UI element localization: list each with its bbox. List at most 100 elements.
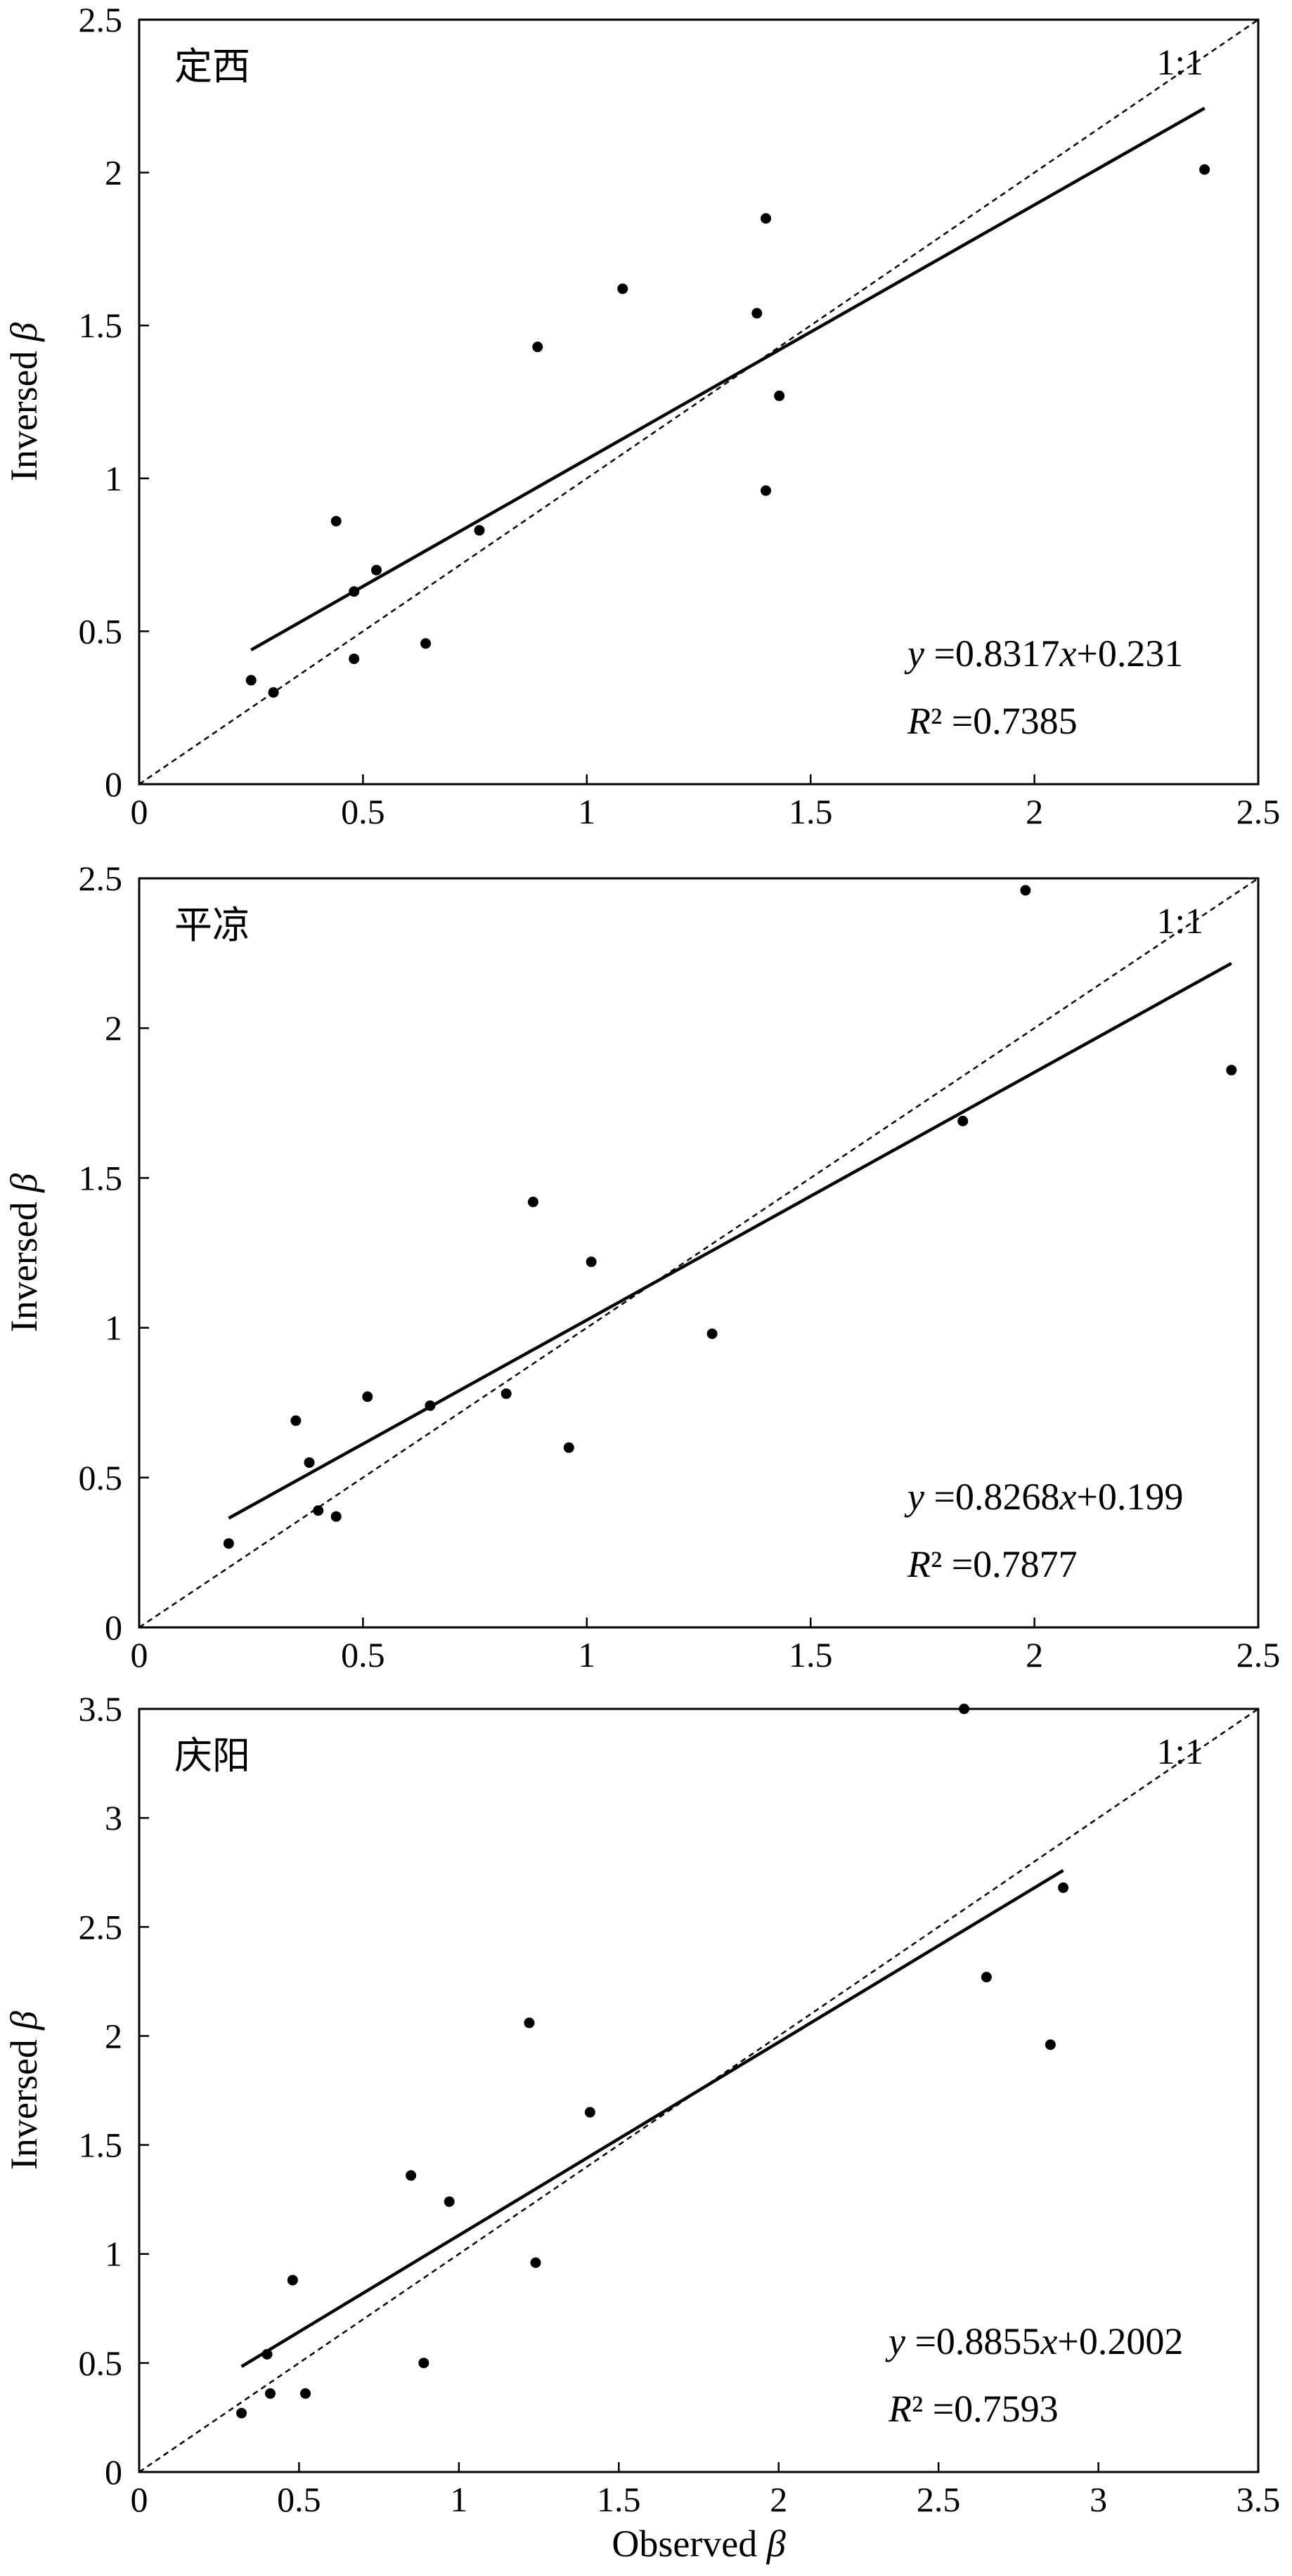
plot-frame (138, 18, 1260, 786)
data-point (532, 341, 543, 353)
y-tick-label: 2.5 (79, 0, 123, 39)
data-point (425, 1400, 436, 1411)
data-point (223, 1538, 234, 1549)
x-tick-label: 0 (131, 1635, 148, 1674)
x-tick-label: 0 (131, 792, 148, 831)
fit-line (228, 961, 1232, 1520)
panel-label: 平凉 (174, 904, 250, 947)
data-point (264, 2388, 276, 2399)
x-tick-label: 3.5 (1236, 2480, 1281, 2519)
panel-label: 定西 (174, 46, 250, 88)
data-point (530, 2257, 541, 2268)
y-tick-label: 1.5 (79, 1158, 123, 1197)
fit-equation: y =0.8268x+0.199 (904, 1476, 1183, 1518)
y-tick-label: 2 (105, 1008, 122, 1048)
y-tick-label: 3.5 (79, 1689, 123, 1729)
plot-frame (138, 877, 1260, 1629)
data-point (1020, 885, 1031, 896)
data-point (371, 564, 382, 575)
x-tick-label: 1.5 (789, 1635, 833, 1674)
data-point (330, 516, 342, 527)
x-tick-label: 1 (450, 2480, 467, 2519)
x-tick-label: 1 (578, 792, 595, 831)
data-point (500, 1388, 512, 1399)
data-point (245, 675, 257, 686)
data-point (1058, 1882, 1069, 1893)
y-tick-label: 0.5 (79, 611, 123, 651)
r-squared: R² =0.7877 (907, 1543, 1078, 1585)
x-tick-label: 2 (1026, 792, 1043, 831)
x-axis-label: Observed β (612, 2523, 785, 2565)
data-point (300, 2388, 311, 2399)
data-point (774, 390, 785, 401)
chart-panel-1: 0 0.5 1 1.5 2 2.5 0 0.5 1 1.5 2 2.5 Inversed β 定西 1:1 y… (3, 0, 1280, 831)
data-point (268, 687, 279, 698)
data-point (981, 1972, 992, 1983)
x-tick-label: 2 (1026, 1635, 1043, 1674)
fit-equation: y =0.8855x+0.2002 (885, 2320, 1183, 2362)
panel-label: 庆阳 (174, 1735, 250, 1777)
r-squared: R² =0.7593 (888, 2388, 1059, 2430)
x-tick-label: 0 (131, 2480, 148, 2519)
identity-label: 1:1 (1157, 1732, 1203, 1772)
x-tick-label: 1.5 (597, 2480, 641, 2519)
data-point (349, 586, 360, 597)
y-tick-label: 0 (105, 2452, 122, 2492)
data-point (751, 308, 763, 319)
data-point (524, 2017, 535, 2029)
data-point (761, 213, 772, 224)
data-point (761, 485, 772, 496)
y-tick-label: 0 (105, 765, 122, 804)
x-tick-label: 2.5 (1236, 792, 1281, 831)
identity-line (138, 877, 1259, 1629)
identity-label: 1:1 (1157, 43, 1203, 83)
y-tick-label: 2 (105, 153, 122, 193)
x-tick-label: 3 (1090, 2480, 1107, 2519)
x-tick-label: 0.5 (341, 1635, 385, 1674)
data-point (313, 1505, 324, 1516)
y-tick-label: 1 (105, 2235, 122, 2274)
panels: 0 0.5 1 1.5 2 2.5 0 0.5 1 1.5 2 2.5 Inversed β 定西 1:1 y… (3, 0, 1280, 2565)
y-tick-label: 1 (105, 459, 122, 498)
y-tick-label: 1.5 (79, 2126, 123, 2165)
data-point (406, 2170, 417, 2181)
data-point (957, 1115, 969, 1126)
r-squared: R² =0.7385 (907, 700, 1078, 742)
data-point (617, 283, 628, 294)
data-point (330, 1511, 342, 1522)
y-tick-label: 0 (105, 1608, 122, 1647)
data-point (444, 2196, 455, 2207)
data-point (362, 1391, 373, 1403)
y-tick-label: 1.5 (79, 306, 123, 345)
y-tick-label: 2.5 (79, 1907, 123, 1946)
data-point (349, 653, 360, 665)
data-point (959, 1703, 970, 1715)
x-tick-label: 1.5 (789, 792, 833, 831)
fit-line (240, 1868, 1064, 2368)
data-point (1045, 2039, 1056, 2050)
identity-label: 1:1 (1157, 902, 1203, 942)
y-axis-label: Inversed β (3, 323, 45, 481)
data-point (706, 1328, 718, 1339)
plot-frame (138, 1707, 1260, 2473)
y-tick-label: 0.5 (79, 2343, 123, 2383)
data-point (261, 2348, 273, 2360)
data-point (474, 525, 485, 536)
y-axis-label: Inversed β (3, 1173, 45, 1332)
y-axis-label: Inversed β (3, 2011, 45, 2170)
fit-line (250, 107, 1206, 651)
data-point (304, 1457, 315, 1468)
y-tick-label: 0.5 (79, 1458, 123, 1497)
x-tick-label: 2.5 (1236, 1635, 1281, 1674)
x-tick-label: 1 (578, 1635, 595, 1674)
data-point (290, 1415, 302, 1426)
data-point (287, 2275, 298, 2286)
x-tick-label: 0.5 (341, 792, 385, 831)
chart-panel-2: 0 0.5 1 1.5 2 2.5 0 0.5 1 1.5 2 2.5 Inversed β 平凉 1:1 y… (3, 859, 1280, 1674)
data-point (418, 2357, 429, 2369)
data-point (586, 1256, 597, 1268)
data-point (420, 638, 432, 649)
x-tick-label: 0.5 (277, 2480, 321, 2519)
data-point (1226, 1065, 1237, 1076)
